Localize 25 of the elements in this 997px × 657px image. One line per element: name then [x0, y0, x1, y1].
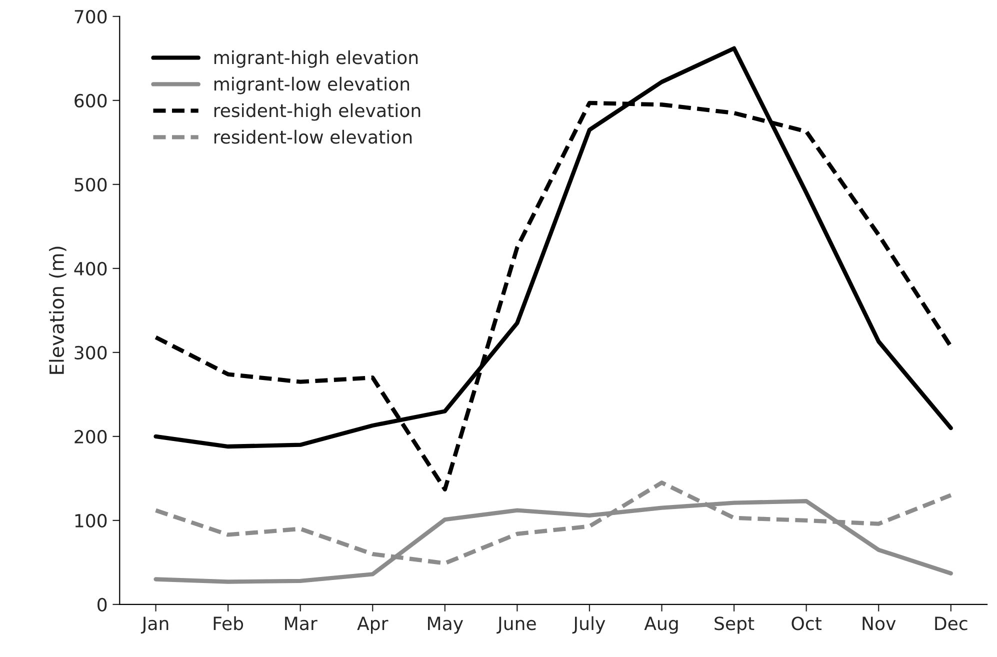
x-tick-label: Oct	[792, 616, 822, 630]
x-tick-label: Sept	[714, 616, 754, 634]
x-tick-label: July	[572, 616, 606, 634]
y-tick-label: 500	[74, 178, 107, 192]
y-tick-label: 700	[74, 10, 107, 24]
y-tick-label: 300	[74, 346, 107, 360]
y-tick-label: 0	[98, 598, 107, 612]
y-tick-label: 600	[74, 94, 107, 108]
y-tick-label: 100	[75, 514, 107, 528]
x-tick-label: Mar	[285, 616, 318, 630]
y-axis-title: Elevation (m)	[48, 246, 66, 374]
x-tick-label: Apr	[357, 616, 388, 634]
x-tick-label: Nov	[862, 616, 896, 630]
legend-label: resident-high elevation	[214, 103, 420, 121]
x-tick-label: May	[428, 616, 464, 634]
x-tick-label: Feb	[214, 616, 244, 630]
legend-label: resident-low elevation	[214, 130, 412, 144]
y-tick-label: 200	[74, 430, 107, 444]
x-tick-label: June	[496, 616, 536, 634]
y-tick-label: 400	[74, 262, 107, 276]
x-tick-label: Jan	[140, 616, 168, 634]
x-tick-label: Dec	[935, 616, 968, 630]
legend-label: migrant-low elevation	[214, 76, 410, 94]
x-tick-label: Aug	[644, 616, 678, 634]
legend-label: migrant-high elevation	[214, 50, 418, 68]
